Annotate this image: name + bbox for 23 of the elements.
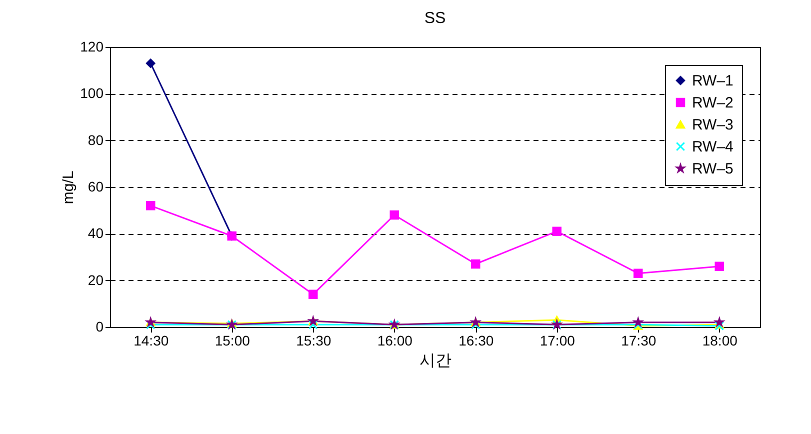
y-tick-label: 80 [88, 132, 104, 148]
chart-title: SS [424, 10, 446, 27]
y-axis-title: mg/L [60, 170, 78, 204]
x-tick-label: 17:30 [621, 332, 656, 348]
y-tick-label: 20 [88, 272, 104, 288]
y-tick-label: 120 [80, 38, 104, 54]
y-tick-label: 0 [96, 318, 104, 334]
y-tick-label: 100 [80, 85, 104, 102]
legend-label: RW–3 [692, 116, 734, 134]
x-tick-label: 17:00 [540, 332, 576, 348]
x-tick-label: 14:30 [134, 332, 169, 348]
legend-label: RW–4 [692, 138, 734, 156]
x-tick-label: 18:00 [702, 332, 738, 348]
legend-label: RW–1 [692, 72, 734, 90]
x-tick-label: 15:00 [214, 332, 250, 348]
legend-label: RW–5 [692, 160, 734, 178]
x-tick-label: 16:30 [458, 332, 494, 348]
y-tick-label: 60 [88, 178, 104, 194]
y-tick-label: 40 [88, 225, 104, 242]
x-axis-title: 시간 [420, 352, 452, 370]
x-tick-label: 15:30 [296, 332, 332, 348]
legend-label: RW–2 [692, 94, 734, 112]
x-tick-label: 16:00 [377, 332, 413, 348]
